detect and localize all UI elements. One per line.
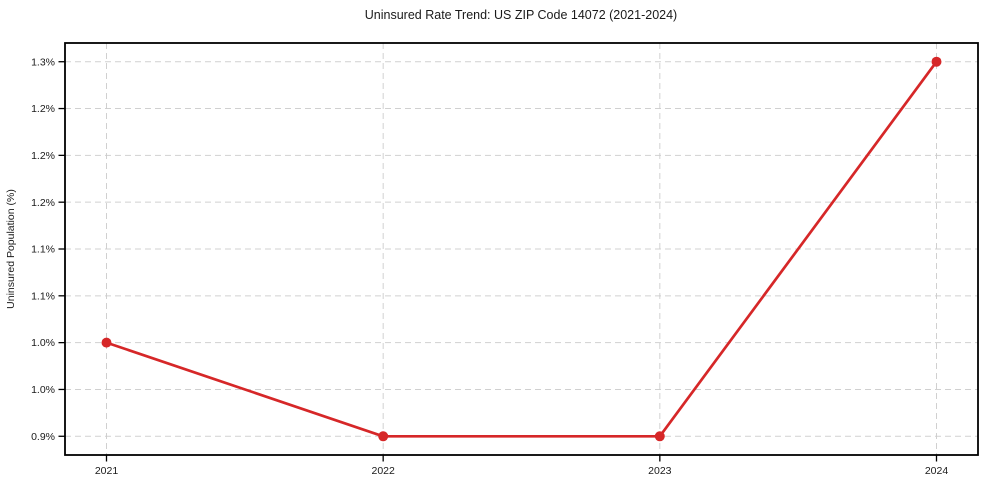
data-point-marker (378, 431, 389, 442)
y-tick-label: 1.1% (31, 244, 55, 256)
y-tick-label: 1.2% (31, 150, 55, 162)
trend-line (105, 60, 938, 438)
data-point-marker (931, 56, 942, 67)
y-tick-label: 1.2% (31, 197, 55, 209)
y-tick-label: 1.3% (31, 56, 55, 68)
y-tick-label: 1.2% (31, 103, 55, 115)
data-points (101, 56, 942, 442)
axis-tick-marks (58, 61, 938, 462)
y-tick-labels: 0.9% 1.0% 1.0% 1.1% 1.1% 1.2% 1.2% 1.2% 1.3% (31, 56, 55, 443)
grid-lines (65, 43, 978, 455)
plot-border (64, 42, 979, 456)
x-tick-label: 2022 (371, 465, 395, 477)
x-tick-labels: 2021 2022 2023 2024 (95, 465, 949, 477)
chart-title: Uninsured Rate Trend: US ZIP Code 14072 … (365, 8, 677, 22)
x-tick-label: 2021 (95, 465, 119, 477)
x-tick-label: 2023 (648, 465, 672, 477)
x-tick-label: 2024 (925, 465, 949, 477)
data-point-marker (101, 337, 112, 348)
data-point-marker (654, 431, 665, 442)
y-tick-label: 0.9% (31, 431, 55, 443)
y-axis-label: Uninsured Population (%) (5, 189, 17, 309)
y-tick-label: 1.1% (31, 290, 55, 302)
y-tick-label: 1.0% (31, 384, 55, 396)
y-tick-label: 1.0% (31, 337, 55, 349)
